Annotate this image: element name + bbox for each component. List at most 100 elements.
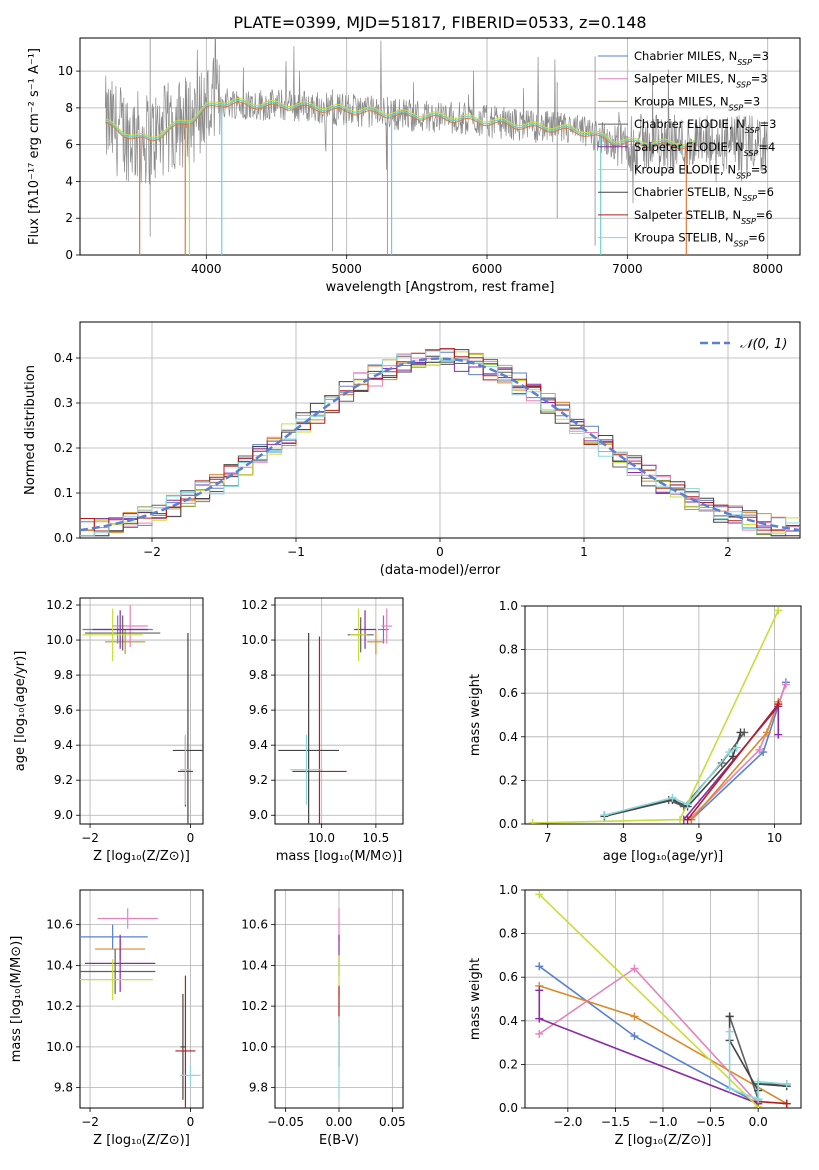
y-tick-label: 4: [65, 174, 73, 188]
legend-label: Kroupa MILES, NSSP=3: [634, 94, 760, 112]
observed-spectrum-line: [104, 38, 769, 204]
x-tick-label: −0.05: [267, 1115, 304, 1129]
y-tick-label: 10.4: [241, 958, 268, 972]
x-axis-label: age [log₁₀(age/yr)]: [603, 849, 724, 864]
y-tick-label: 9.8: [54, 1081, 73, 1095]
x-axis-label: Z [log₁₀(Z/Z⊙)]: [615, 1133, 712, 1148]
y-tick-label: 9.8: [249, 1081, 268, 1095]
y-tick-label: 1.0: [499, 599, 518, 613]
mass-weight-series-line: [538, 893, 759, 1108]
x-tick-label: 0.0: [749, 1115, 768, 1129]
y-tick-label: 9.4: [54, 738, 73, 752]
figure-title: PLATE=0399, MJD=51817, FIBERID=0533, z=0…: [233, 13, 646, 32]
y-tick-label: 0: [65, 248, 73, 262]
legend-label: Kroupa STELIB, NSSP=6: [634, 231, 765, 249]
model-fit-line: [105, 99, 695, 148]
y-tick-label: 0.0: [54, 531, 73, 545]
legend-label: Salpeter STELIB, NSSP=6: [634, 208, 773, 226]
x-tick-label: −1.0: [648, 1115, 677, 1129]
spectrum-axes: 4000 5000 6000 7000 8000 0 2 4 6 8 10 wavelength [A…: [27, 37, 801, 295]
legend-label: Chabrier STELIB, NSSP=6: [634, 185, 774, 203]
y-tick-label: 10.0: [46, 633, 73, 647]
x-tick-label: 0.00: [326, 1115, 353, 1129]
x-axis-label: E(B-V): [319, 1133, 359, 1148]
massweight_vs_age-axes: 7 8 9 10 0.0 0.2 0.4 0.6 0.8 1.0 age [log₁₀(age/yr…: [468, 599, 802, 864]
y-tick-label: 10.0: [241, 633, 268, 647]
y-tick-label: 10.2: [241, 999, 268, 1013]
y-tick-label: 0.6: [499, 970, 518, 984]
y-tick-label: 6: [65, 138, 73, 152]
x-tick-label: 8000: [752, 262, 783, 276]
y-tick-label: 10.2: [46, 999, 73, 1013]
y-tick-label: 9.2: [249, 773, 268, 787]
y-tick-label: 9.8: [249, 668, 268, 682]
x-tick-label: 2: [724, 545, 732, 559]
y-tick-label: 0.4: [499, 730, 518, 744]
y-tick-label: 10.6: [46, 918, 73, 932]
x-tick-label: 9: [695, 831, 703, 845]
age_vs_mass-axes: 10.0 10.5 9.0 9.2 9.4 9.6 9.8 10.0 10.2 mass [log…: [241, 597, 404, 864]
x-tick-label: −1.5: [601, 1115, 630, 1129]
x-tick-label: 8: [619, 831, 627, 845]
y-tick-label: 9.0: [54, 808, 73, 822]
x-tick-label: 0: [187, 1115, 195, 1129]
mass-weight-series-line: [686, 703, 779, 821]
massweight_vs_Z-axes: −2.0 −1.5 −1.0 −0.5 0.0 0.0 0.2 0.4 0.6 0.8 1.0 Z […: [468, 883, 802, 1148]
axes-frame: [274, 597, 404, 825]
x-tick-label: 7000: [612, 262, 643, 276]
y-tick-label: 0.8: [499, 643, 518, 657]
residual-histogram-step: [80, 350, 800, 537]
legend-label: Chabrier MILES, NSSP=3: [634, 49, 769, 67]
x-axis-label: mass [log₁₀(M/M⊙)]: [276, 849, 403, 864]
y-tick-label: 0.2: [499, 1057, 518, 1071]
y-tick-label: 0.3: [54, 396, 73, 410]
age_vs_mass-plot-area: [278, 608, 393, 824]
mass_vs_Z-plot-area: [80, 908, 201, 1108]
y-tick-label: 9.6: [54, 703, 73, 717]
x-tick-label: 5000: [331, 262, 362, 276]
axes-frame: [79, 597, 204, 825]
x-tick-label: 6000: [472, 262, 503, 276]
y-axis-label: Flux [fλ10⁻¹⁷ erg cm⁻² s⁻¹ A⁻¹]: [27, 48, 42, 245]
y-axis-label: mass weight: [468, 674, 483, 756]
y-tick-label: 2: [65, 211, 73, 225]
x-tick-label: −0.5: [696, 1115, 725, 1129]
y-tick-label: 0.0: [499, 817, 518, 831]
model-fit-line: [105, 98, 695, 146]
axes-frame: [524, 889, 802, 1109]
y-axis-label: age [log₁₀(age/yr)]: [13, 651, 28, 772]
model-fit-line: [105, 101, 695, 150]
mass-weight-series-line: [690, 682, 787, 821]
legend-label: Salpeter MILES, NSSP=3: [634, 72, 768, 90]
x-axis-label: (data-model)/error: [380, 563, 501, 578]
x-tick-label: 7: [544, 831, 552, 845]
y-tick-label: 9.0: [249, 808, 268, 822]
x-tick-label: −2: [81, 831, 99, 845]
y-tick-label: 9.6: [249, 703, 268, 717]
massweight_vs_age-plot-area: [528, 606, 790, 824]
residual-histogram-step: [80, 348, 800, 532]
axes-frame: [79, 37, 801, 256]
y-tick-label: 1.0: [499, 883, 518, 897]
residual-legend: 𝒩(0, 1): [700, 337, 787, 352]
y-tick-label: 9.4: [249, 738, 268, 752]
y-tick-label: 0.6: [499, 686, 518, 700]
legend-label: Salpeter ELODIE, NSSP=4: [634, 140, 775, 158]
x-tick-label: 1: [580, 545, 588, 559]
y-tick-label: 10: [58, 64, 73, 78]
massweight_vs_Z-plot-area: [535, 890, 791, 1108]
spectrum-plot-area: [104, 38, 769, 255]
y-tick-label: 9.2: [54, 773, 73, 787]
normal-distribution-curve: [80, 357, 800, 532]
x-tick-label: 10.0: [308, 831, 335, 845]
y-tick-label: 9.8: [54, 668, 73, 682]
legend-label: 𝒩(0, 1): [740, 337, 787, 352]
x-axis-label: wavelength [Angstrom, rest frame]: [326, 280, 555, 295]
axes-frame: [79, 889, 204, 1109]
y-tick-label: 0.8: [499, 927, 518, 941]
mass_vs_Z-axes: −2 0 9.8 10.0 10.2 10.4 10.6 Z [log₁₀(Z/Z⊙)] mas…: [9, 889, 204, 1148]
legend-label: Kroupa ELODIE, NSSP=3: [634, 163, 768, 181]
x-tick-label: −2.0: [553, 1115, 582, 1129]
y-tick-label: 0.0: [499, 1101, 518, 1115]
